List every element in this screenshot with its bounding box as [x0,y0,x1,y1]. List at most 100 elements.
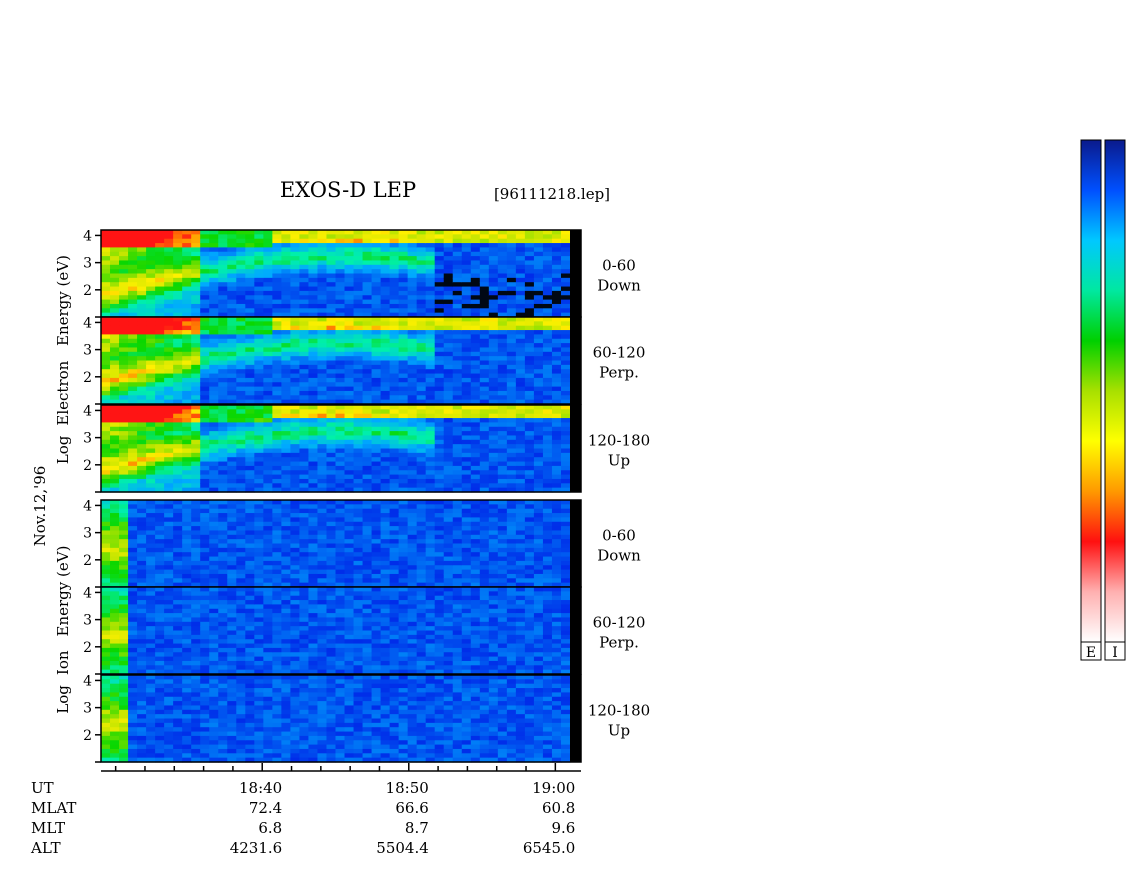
spectrogram-cell [173,569,183,575]
spectrogram-cell [425,334,436,340]
spectrogram-cell [137,578,147,584]
spectrogram-cell [398,634,409,640]
spectrogram-cell [488,483,499,489]
spectrogram-cell [281,369,291,375]
spectrogram-cell [335,470,346,476]
spectrogram-cell [173,444,183,450]
spectrogram-cell [542,500,553,505]
spectrogram-cell [236,530,246,536]
spectrogram-cell [452,312,463,318]
spectrogram-cell [497,530,508,536]
spectrogram-cell [245,526,255,532]
pitch-angle-label: 0-60 [602,527,636,545]
spectrogram-cell [362,308,373,314]
spectrogram-cell [326,431,337,437]
spectrogram-cell [182,587,192,592]
spectrogram-cell [479,234,490,240]
spectrogram-cell [281,613,291,619]
spectrogram-cell [128,234,138,240]
spectrogram-cell [146,395,156,401]
spectrogram-cell [110,405,120,410]
panel-frame [100,404,582,493]
spectrogram-cell [497,457,508,463]
spectrogram-cell [119,395,129,401]
spectrogram-cell [164,452,174,458]
spectrogram-cell [245,660,255,666]
spectrogram-cell [128,626,138,632]
spectrogram-cell [434,290,445,296]
spectrogram-cell [416,312,427,318]
spectrogram-cell [461,351,472,357]
spectrogram-cell [560,465,571,471]
spectrogram-cell [425,338,436,344]
spectrogram-cell [533,295,544,301]
spectrogram-cell [254,539,264,545]
spectrogram-cell [254,317,264,322]
spectrogram-cell [389,569,400,575]
spectrogram-cell [281,565,291,571]
spectrogram-cell [524,543,535,549]
spectrogram-cell [110,299,120,305]
spectrogram-cell [236,399,246,405]
spectrogram-cell [173,582,183,588]
spectrogram-cell [425,573,436,579]
spectrogram-cell [371,256,382,262]
spectrogram-cell [128,369,138,375]
spectrogram-cell [344,487,355,493]
spectrogram-cell [560,478,571,484]
spectrogram-cell [173,418,183,423]
spectrogram-cell [344,543,355,549]
spectrogram-cell [146,312,156,318]
spectrogram-cell [245,369,255,375]
spectrogram-cell [533,470,544,476]
spectrogram-cell [119,582,129,588]
spectrogram-cell [227,587,237,592]
spectrogram-cell [452,369,463,375]
spectrogram-cell [416,303,427,309]
spectrogram-cell [452,521,463,527]
spectrogram-cell [137,243,147,248]
spectrogram-cell [137,517,147,523]
spectrogram-cell [326,356,337,362]
spectrogram-cell [497,582,508,588]
spectrogram-cell [470,565,481,571]
spectrogram-cell [254,639,264,645]
spectrogram-cell [371,539,382,545]
spectrogram-cell [443,377,454,383]
spectrogram-cell [227,517,237,523]
spectrogram-cell [506,439,517,445]
spectrogram-cell [209,382,219,388]
spectrogram-cell [443,521,454,527]
spectrogram-cell [470,483,481,489]
spectrogram-cell [425,247,436,253]
spectrogram-cell [299,256,310,262]
spectrogram-cell [308,330,319,335]
spectrogram-cell [209,669,219,675]
spectrogram-cell [434,457,445,463]
spectrogram-cell [137,461,147,467]
spectrogram-cell [542,360,553,366]
spectrogram-cell [200,560,210,566]
spectrogram-cell [533,474,544,480]
spectrogram-cell [506,547,517,553]
spectrogram-cell [281,409,291,415]
spectrogram-cell [281,325,291,331]
spectrogram-cell [353,234,364,240]
spectrogram-cell [272,238,282,244]
spectrogram-cell [497,399,508,405]
spectrogram-cell [200,504,210,510]
spectrogram-cell [506,573,517,579]
spectrogram-cell [326,626,337,632]
spectrogram-cell [101,247,111,253]
spectrogram-cell [443,604,454,610]
spectrogram-cell [137,317,147,322]
spectrogram-cell [443,560,454,566]
spectrogram-cell [524,321,535,327]
spectrogram-cell [560,483,571,489]
spectrogram-cell [254,360,264,366]
spectrogram-cell [200,317,210,322]
spectrogram-cell [461,303,472,309]
spectrogram-cell [119,426,129,432]
spectrogram-cell [236,413,246,419]
spectrogram-cell [380,513,391,518]
